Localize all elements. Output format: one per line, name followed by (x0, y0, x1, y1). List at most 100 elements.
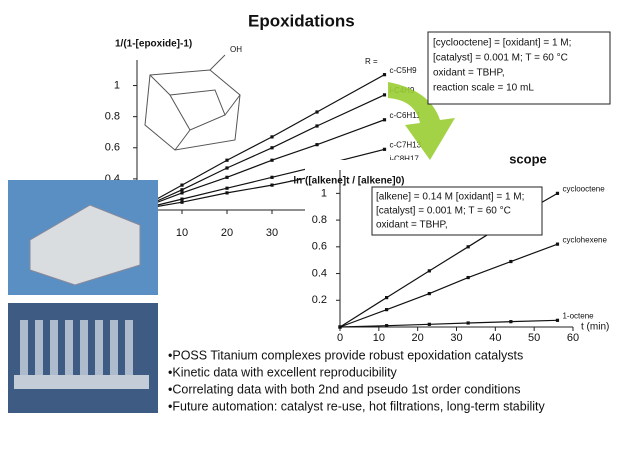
box-line: reaction scale = 10 mL (433, 83, 534, 94)
series-line (339, 243, 558, 328)
x-tick-label: 10 (176, 227, 188, 239)
series-line (339, 319, 558, 328)
rack (14, 375, 149, 389)
series-label: c-C5H9 (390, 66, 418, 75)
x-tick-label: 60 (567, 332, 579, 344)
condition-text: [alkene] = 0.14 M [oxidant] = 1 M; [catal… (376, 192, 524, 231)
box-line: oxidant = TBHP, (433, 68, 505, 79)
data-point (315, 110, 319, 114)
data-point (270, 183, 274, 187)
vial (35, 320, 43, 380)
x-tick-label: 10 (373, 332, 385, 344)
data-point (225, 186, 229, 190)
y-tick-label: 1 (114, 79, 120, 91)
vial (110, 320, 118, 380)
bond (224, 94, 241, 116)
y-tick-label: 0.8 (105, 111, 120, 123)
data-point (225, 158, 229, 162)
data-point (427, 291, 431, 296)
bullet: •Correlating data with both 2nd and pseu… (168, 382, 521, 396)
chart-2: 0 10 20 30 40 50 60 0.2 0.4 0.6 0.8 1-ln ([alkene]t… (290, 151, 609, 343)
data-point (509, 320, 513, 324)
x-tick-label: 40 (489, 332, 501, 344)
molecule-label: R = (365, 57, 378, 66)
box-line: [alkene] = 0.14 M [oxidant] = 1 M; (376, 192, 524, 203)
arrow (388, 82, 455, 160)
vials (14, 320, 149, 389)
condition-box (427, 31, 611, 105)
y-tick-label: 0.4 (312, 267, 327, 279)
box-line: [catalyst] = 0.001 M; T = 60 °C (433, 53, 568, 64)
bullet: •POSS Titanium complexes provide robust … (168, 348, 523, 362)
data-point (315, 124, 319, 128)
vial (80, 320, 88, 380)
data-point (385, 308, 389, 312)
y-axis-label: 1/(1-[epoxide]-1) (115, 39, 192, 50)
x-tick-label: 30 (450, 332, 462, 344)
data-point (555, 242, 560, 246)
data-point (385, 296, 389, 300)
box-line: [catalyst] = 0.001 M; T = 60 °C (376, 206, 511, 217)
bullet-list: •POSS Titanium complexes provide robust … (168, 348, 546, 413)
data-point (180, 197, 184, 201)
vial (50, 320, 58, 380)
y-tick-label: 0.2 (312, 294, 327, 306)
data-point (225, 175, 229, 179)
series-label: cyclooctene (562, 184, 605, 193)
bullet: •Kinetic data with excellent reproducibi… (168, 365, 398, 379)
data-point (270, 158, 274, 162)
series-label: c-C6H11 (390, 111, 422, 120)
vial (20, 320, 28, 380)
x-tick-label: 30 (266, 227, 278, 239)
data-point (382, 118, 387, 122)
data-point (427, 322, 431, 326)
data-point (180, 188, 184, 192)
box-line: [cyclooctene] = [oxidant] = 1 M; (433, 38, 571, 49)
box-line: oxidant = TBHP, (376, 220, 448, 231)
data-point (382, 93, 387, 97)
data-point (382, 147, 387, 151)
series-label: cyclohexene (562, 235, 607, 244)
x-axis-label: t (min) (581, 322, 609, 333)
x-tick-label: 50 (528, 332, 540, 344)
bond (149, 74, 171, 96)
x-tick-label: 20 (221, 227, 233, 239)
cage-inner (169, 89, 226, 131)
data-point (270, 175, 274, 179)
series-line (136, 94, 385, 211)
data-point (509, 259, 513, 264)
bullet: •Future automation: catalyst re-use, hot… (168, 399, 546, 413)
data-point (270, 135, 274, 139)
y-tick-label: 0.6 (312, 241, 327, 253)
data-point (225, 166, 229, 170)
bond (209, 54, 226, 71)
series-label: c-C7H13 (390, 140, 422, 149)
vial (65, 320, 73, 380)
molecule (144, 54, 241, 151)
data-point (225, 191, 229, 195)
data-point (466, 275, 470, 280)
y-tick-label: 0.6 (105, 142, 120, 154)
condition-text: [cyclooctene] = [oxidant] = 1 M; [catalys… (433, 38, 571, 94)
x-tick-label: 0 (337, 332, 343, 344)
data-point (270, 146, 274, 150)
vial (95, 320, 103, 380)
series-label: 1-octene (562, 311, 594, 320)
data-point (466, 245, 470, 249)
data-point (338, 325, 342, 329)
bond (174, 129, 191, 151)
y-tick-label: 0.8 (312, 214, 327, 226)
data-point (382, 73, 387, 77)
slide-title: Epoxidations (248, 11, 355, 30)
chart-title: scope (509, 151, 547, 166)
vial (125, 320, 133, 380)
data-point (180, 183, 184, 187)
series-line (136, 119, 385, 211)
y-axis-label: -ln ([alkene]t / [alkene]0) (290, 176, 404, 187)
data-point (180, 200, 184, 204)
series-label: i-C8H17 (390, 154, 420, 163)
condition-box (371, 186, 543, 236)
data-point (555, 318, 560, 322)
y-tick-label: 1 (321, 187, 327, 199)
